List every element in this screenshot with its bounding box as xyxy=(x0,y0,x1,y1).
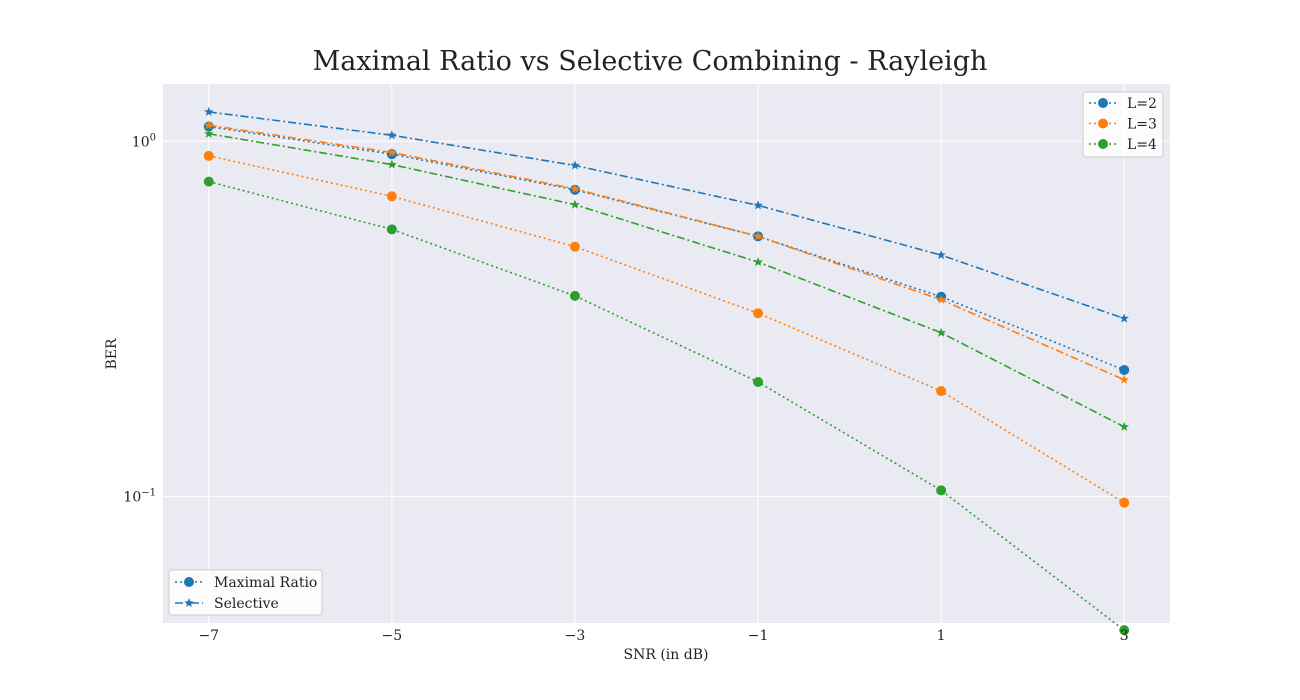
plot-area xyxy=(163,84,1170,636)
series-line-l4-selective xyxy=(208,132,1125,428)
data-point-l4-selective xyxy=(753,257,763,267)
data-point-l4-selective xyxy=(1119,421,1129,431)
data-point-l4-maximal-ratio xyxy=(936,485,947,496)
legend-method-entry: Selective xyxy=(175,596,279,612)
data-point-l3-selective xyxy=(753,231,763,241)
legend-method-box xyxy=(168,569,323,616)
data-point-l3-selective xyxy=(570,183,580,193)
legend-series-swatch-marker xyxy=(1098,98,1108,108)
y-axis-label: BER xyxy=(104,338,120,370)
legend-series-entry: L=3 xyxy=(1089,117,1157,133)
series-layer xyxy=(203,106,1130,636)
grid xyxy=(163,84,1170,623)
data-point-l4-maximal-ratio xyxy=(569,290,580,301)
data-point-l4-selective xyxy=(387,159,397,169)
legend-series-entry: L=4 xyxy=(1089,137,1157,153)
series-l2-selective xyxy=(204,106,1129,323)
data-point-l4-selective xyxy=(204,128,214,138)
legend-method-entry: Maximal Ratio xyxy=(175,575,317,591)
x-tick-label: −1 xyxy=(748,628,769,644)
data-point-l3-selective xyxy=(1119,374,1129,384)
data-point-l3-maximal-ratio xyxy=(753,308,764,319)
legend-method: Maximal Ratio Selective xyxy=(168,569,323,616)
x-tick-label: 1 xyxy=(937,628,946,644)
series-l3-selective xyxy=(204,120,1129,384)
legend-series-swatch-marker xyxy=(1098,118,1108,129)
data-point-l4-maximal-ratio xyxy=(386,224,397,235)
legend-series-label: L=2 xyxy=(1127,96,1157,112)
data-point-l4-maximal-ratio xyxy=(203,176,214,187)
data-point-l2-selective xyxy=(753,200,763,210)
series-line-l2-selective xyxy=(208,111,1125,320)
legend-method-swatch-marker xyxy=(184,598,194,608)
data-point-l3-selective xyxy=(936,294,946,304)
plot-background xyxy=(163,84,1170,623)
legend-series-label: L=4 xyxy=(1127,137,1157,153)
data-point-l2-selective xyxy=(936,250,946,260)
legend-method-label: Selective xyxy=(214,596,279,612)
data-point-l2-selective xyxy=(1119,313,1129,323)
y-tick-label: 10−1 xyxy=(123,487,156,505)
legend-method-swatch-marker xyxy=(184,577,194,587)
data-point-l3-maximal-ratio xyxy=(1119,497,1130,508)
series-l4-maximal-ratio xyxy=(203,176,1130,636)
x-tick-label: −5 xyxy=(382,628,403,644)
series-l3-maximal-ratio xyxy=(203,150,1130,508)
series-line-l3-selective xyxy=(208,124,1125,381)
x-axis-label: SNR (in dB) xyxy=(624,647,709,663)
data-point-l4-maximal-ratio xyxy=(753,376,764,387)
data-point-l2-selective xyxy=(204,106,214,116)
legend-series: L=2 L=3 L=4 xyxy=(1082,91,1164,158)
data-point-l3-maximal-ratio xyxy=(569,241,580,252)
data-point-l3-maximal-ratio xyxy=(936,386,947,397)
y-axis-ticks: 100 10−1 xyxy=(123,132,156,505)
x-tick-label: 3 xyxy=(1120,628,1129,644)
data-point-l3-maximal-ratio xyxy=(203,150,214,161)
series-line-l3-maximal-ratio xyxy=(208,155,1125,504)
data-point-l4-maximal-ratio xyxy=(1119,625,1130,636)
data-point-l4-selective xyxy=(936,327,946,337)
data-point-l2-selective xyxy=(387,130,397,140)
chart-title: Maximal Ratio vs Selective Combining - R… xyxy=(313,46,988,77)
x-axis-ticks: −7 −5 −3 −1 1 3 xyxy=(198,628,1128,644)
series-l4-selective xyxy=(204,128,1129,431)
data-point-l2-selective xyxy=(570,160,580,170)
data-point-l2-maximal-ratio xyxy=(1119,364,1130,375)
legend-series-label: L=3 xyxy=(1127,117,1157,133)
data-point-l4-selective xyxy=(570,199,580,209)
legend-series-entry: L=2 xyxy=(1089,96,1157,112)
legend-series-swatch-marker xyxy=(1098,139,1108,149)
data-point-l3-maximal-ratio xyxy=(386,191,397,202)
data-point-l3-selective xyxy=(387,147,397,157)
x-tick-label: −7 xyxy=(198,628,219,644)
series-line-l4-maximal-ratio xyxy=(208,180,1125,631)
x-tick-label: −3 xyxy=(565,628,586,644)
y-tick-label: 100 xyxy=(132,132,156,150)
legend-method-label: Maximal Ratio xyxy=(214,575,317,591)
data-point-l3-selective xyxy=(204,120,214,130)
